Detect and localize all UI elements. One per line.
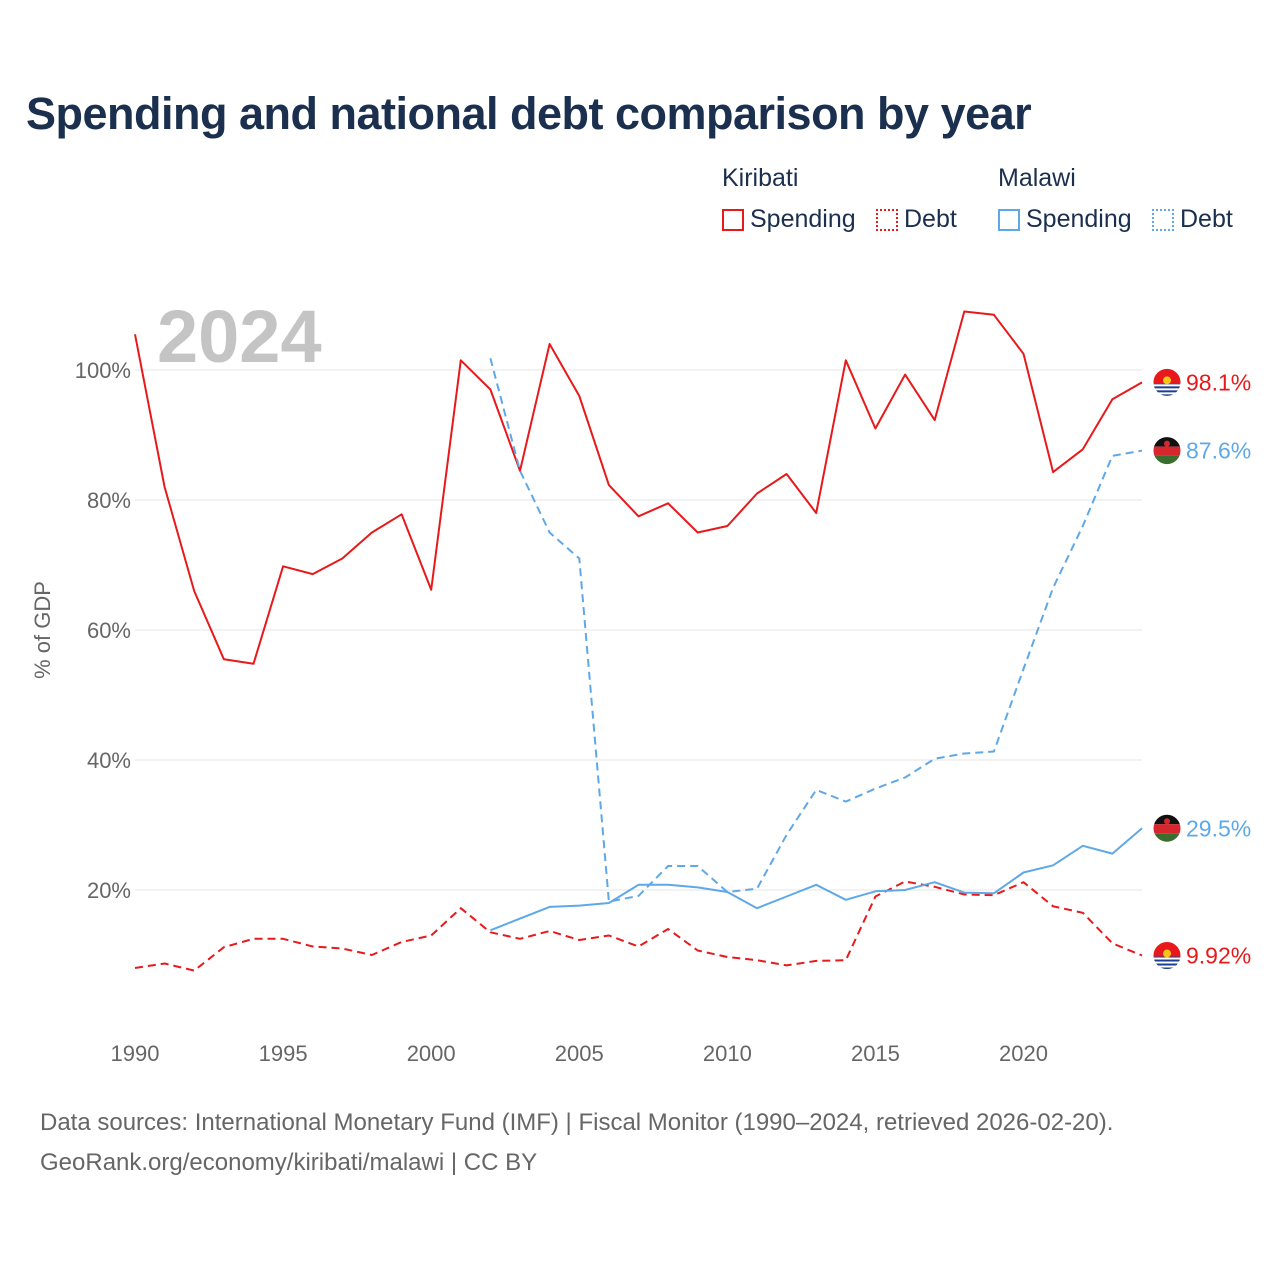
series-line-malawi-debt[interactable]	[489, 358, 1143, 903]
x-tick-label: 2000	[407, 1041, 456, 1066]
y-tick-label: 40%	[87, 748, 131, 773]
legend-kiribati-debt[interactable]: Debt	[876, 205, 957, 234]
legend-malawi-debt[interactable]: Debt	[1152, 205, 1233, 234]
gridlines	[135, 369, 1142, 891]
chart-title: Spending and national debt comparison by…	[26, 88, 1032, 139]
legend-kiribati-label: Kiribati	[722, 164, 799, 192]
y-axis-title: % of GDP	[30, 581, 55, 679]
legend-kiribati-spending[interactable]: Spending	[722, 205, 856, 234]
y-tick-label: 20%	[87, 878, 131, 903]
end-value-label: 9.92%	[1186, 943, 1251, 969]
legend-swatch-dotted-blue	[1152, 208, 1174, 231]
x-tick-label: 2020	[999, 1041, 1048, 1066]
year-watermark: 2024	[157, 295, 322, 378]
series-lines	[134, 310, 1143, 972]
y-tick-label: 80%	[87, 488, 131, 513]
series-line-kiribati-debt[interactable]	[134, 880, 1143, 972]
y-tick-label: 100%	[75, 358, 131, 383]
footer-source: Data sources: International Monetary Fun…	[40, 1109, 1114, 1136]
malawi-flag-icon	[1152, 436, 1182, 466]
legend-malawi-label: Malawi	[998, 164, 1076, 192]
x-tick-label: 2005	[555, 1041, 604, 1066]
series-end-markers: 98.1% 9.92% 29.5% 87.6%	[1152, 367, 1251, 971]
footer-credit[interactable]: GeoRank.org/economy/kiribati/malawi | CC…	[40, 1149, 538, 1176]
x-tick-label: 1995	[259, 1041, 308, 1066]
x-tick-label: 2015	[851, 1041, 900, 1066]
legend-malawi-debt-label: Debt	[1180, 205, 1233, 233]
y-axis-labels: 20% 40% 60% 80% 100%	[75, 358, 131, 903]
legend-malawi-spending[interactable]: Spending	[998, 205, 1132, 234]
end-value-label: 98.1%	[1186, 369, 1251, 395]
legend-swatch-solid-blue	[998, 208, 1020, 231]
legend-swatch-dotted-red	[876, 208, 898, 231]
end-value-label: 87.6%	[1186, 438, 1251, 464]
legend-swatch-solid-red	[722, 208, 744, 231]
kiribati-flag-icon	[1152, 367, 1182, 397]
end-value-label: 29.5%	[1186, 815, 1251, 841]
x-axis-labels: 1990 1995 2000 2005 2010 2015 2020	[111, 1041, 1048, 1066]
legend-kiribati-spending-label: Spending	[750, 205, 856, 233]
legend-kiribati-debt-label: Debt	[904, 205, 957, 233]
x-tick-label: 1990	[111, 1041, 160, 1066]
legend-malawi-spending-label: Spending	[1026, 205, 1132, 233]
series-line-malawi-spending[interactable]	[490, 827, 1143, 932]
series-line-kiribati-spending[interactable]	[134, 310, 1143, 665]
x-tick-label: 2010	[703, 1041, 752, 1066]
kiribati-flag-icon	[1152, 941, 1182, 971]
malawi-flag-icon	[1152, 813, 1182, 843]
y-tick-label: 60%	[87, 618, 131, 643]
